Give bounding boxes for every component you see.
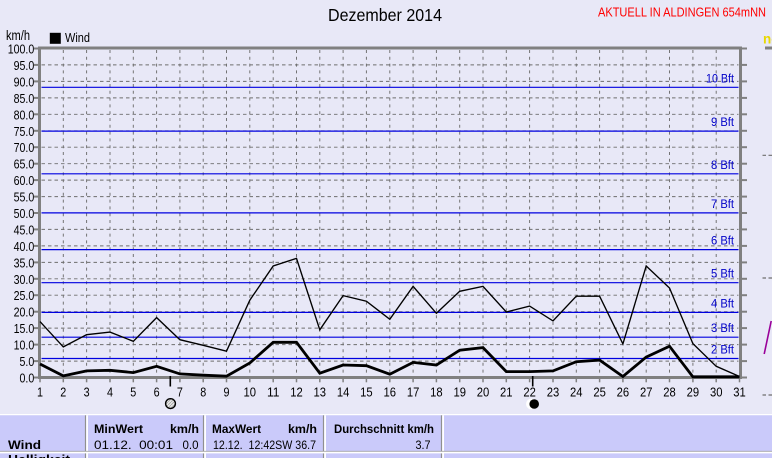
svg-text:2 Bft: 2 Bft [711, 345, 735, 357]
svg-text:95.0: 95.0 [14, 58, 35, 73]
svg-text:29: 29 [687, 386, 700, 400]
svg-text:MinWert: MinWert [94, 424, 143, 436]
svg-text:10.0: 10.0 [14, 338, 35, 353]
svg-text:3 Bft: 3 Bft [711, 323, 735, 335]
svg-text:25: 25 [593, 386, 606, 400]
svg-text:30: 30 [710, 386, 723, 400]
svg-text:5.0: 5.0 [20, 354, 35, 369]
svg-text:90.0: 90.0 [14, 74, 35, 89]
svg-text:3.7: 3.7 [416, 440, 431, 452]
svg-text:10 Bft: 10 Bft [706, 73, 735, 85]
svg-text:17: 17 [407, 386, 420, 400]
svg-text:18: 18 [430, 386, 443, 400]
svg-text:Wind: Wind [65, 31, 90, 45]
svg-text:85.0: 85.0 [14, 91, 35, 106]
svg-text:10: 10 [244, 386, 257, 400]
svg-text:0.0: 0.0 [183, 440, 199, 452]
svg-text:8: 8 [200, 386, 206, 400]
svg-text:11: 11 [267, 386, 280, 400]
svg-text:75.0: 75.0 [14, 124, 35, 139]
svg-text:100.0: 100.0 [8, 42, 35, 57]
svg-text:Dezember 2014: Dezember 2014 [328, 5, 442, 25]
svg-text:7 Bft: 7 Bft [711, 199, 735, 211]
svg-text:25.0: 25.0 [14, 288, 35, 303]
svg-text:12.12. 12:42SW 36.7: 12.12. 12:42SW 36.7 [213, 440, 316, 452]
svg-text:28: 28 [663, 386, 676, 400]
svg-text:31: 31 [733, 386, 746, 400]
svg-text:16: 16 [384, 386, 397, 400]
svg-text:14: 14 [337, 386, 350, 400]
svg-text:6 Bft: 6 Bft [711, 236, 735, 248]
svg-text:13: 13 [314, 386, 327, 400]
svg-text:6: 6 [154, 386, 160, 400]
svg-text:50.0: 50.0 [14, 206, 35, 221]
svg-text:19: 19 [453, 386, 466, 400]
svg-text:8 Bft: 8 Bft [711, 160, 735, 172]
svg-text:15: 15 [360, 386, 373, 400]
svg-text:12: 12 [290, 386, 303, 400]
svg-text:km/h: km/h [170, 424, 199, 436]
svg-text:0.0: 0.0 [20, 371, 35, 386]
svg-text:15.0: 15.0 [14, 321, 35, 336]
svg-text:Wind: Wind [8, 440, 41, 452]
svg-text:30.0: 30.0 [14, 272, 35, 287]
svg-text:45.0: 45.0 [14, 222, 35, 237]
svg-text:55.0: 55.0 [14, 190, 35, 205]
svg-text:22: 22 [523, 386, 536, 400]
svg-text:40.0: 40.0 [14, 239, 35, 254]
svg-text:21: 21 [500, 386, 513, 400]
svg-text:neu: neu [763, 32, 772, 47]
svg-text:70.0: 70.0 [14, 140, 35, 155]
svg-text:26: 26 [617, 386, 630, 400]
svg-text:7: 7 [177, 386, 183, 400]
svg-text:9: 9 [224, 386, 230, 400]
svg-text:3: 3 [84, 386, 90, 400]
svg-text:9 Bft: 9 Bft [711, 117, 735, 129]
svg-text:4 Bft: 4 Bft [711, 298, 735, 310]
svg-text:60.0: 60.0 [14, 173, 35, 188]
svg-text:27: 27 [640, 386, 653, 400]
svg-text:65.0: 65.0 [14, 157, 35, 172]
svg-text:km/h: km/h [288, 424, 317, 436]
svg-text:20: 20 [477, 386, 490, 400]
svg-text:24: 24 [570, 386, 583, 400]
svg-text:2: 2 [60, 386, 66, 400]
svg-text:35.0: 35.0 [14, 255, 35, 270]
svg-text:5: 5 [130, 386, 136, 400]
svg-text:AKTUELL IN ALDINGEN 654mNN: AKTUELL IN ALDINGEN 654mNN [598, 5, 766, 20]
svg-text:MaxWert: MaxWert [212, 424, 261, 436]
svg-text:20.0: 20.0 [14, 305, 35, 320]
svg-text:Durchschnitt km/h: Durchschnitt km/h [334, 424, 434, 436]
svg-text:Helligkeit: Helligkeit [8, 455, 70, 458]
svg-text:01.12. 00:01: 01.12. 00:01 [94, 440, 173, 452]
svg-text:80.0: 80.0 [14, 107, 35, 122]
svg-text:km/h: km/h [6, 28, 30, 43]
svg-text:5 Bft: 5 Bft [711, 269, 735, 281]
svg-text:1: 1 [37, 386, 43, 400]
svg-text:4: 4 [107, 386, 113, 400]
svg-text:23: 23 [547, 386, 560, 400]
